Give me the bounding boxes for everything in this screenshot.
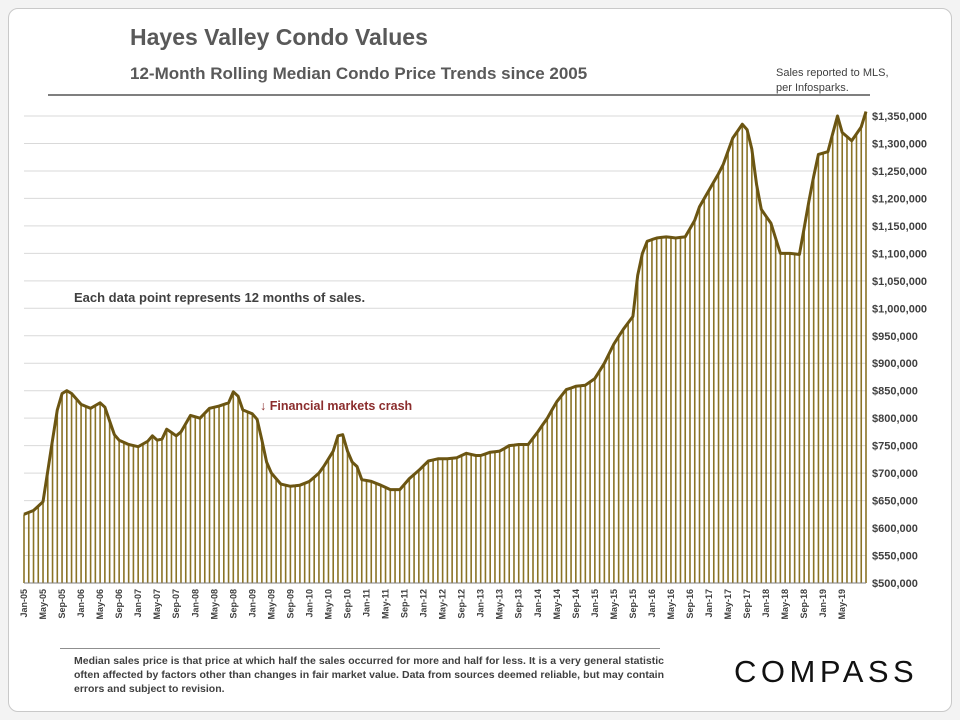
y-tick-label: $1,000,000 [872, 303, 927, 315]
header-divider [48, 94, 870, 96]
x-tick-label: May-17 [723, 589, 733, 620]
data-point-note: Each data point represents 12 months of … [74, 290, 366, 305]
y-tick-label: $550,000 [872, 551, 918, 563]
footer-disclaimer: Median sales price is that price at whic… [74, 655, 664, 695]
x-tick-label: Sep-12 [457, 589, 467, 619]
x-tick-label: Sep-10 [343, 589, 353, 619]
y-tick-label: $1,050,000 [872, 276, 927, 288]
x-tick-label: Jan-08 [190, 589, 200, 618]
x-tick-label: May-12 [438, 589, 448, 620]
x-tick-label: May-14 [552, 589, 562, 620]
x-tick-label: Sep-14 [571, 589, 581, 619]
y-tick-label: $1,100,000 [872, 248, 927, 260]
y-tick-label: $750,000 [872, 441, 918, 453]
source-line-1: Sales reported to MLS, [776, 67, 889, 79]
x-tick-label: Jan-11 [362, 589, 372, 617]
x-tick-label: May-11 [381, 589, 391, 619]
x-tick-label: Sep-13 [514, 589, 524, 619]
x-tick-label: Jan-10 [304, 589, 314, 618]
x-tick-label: May-18 [780, 589, 790, 620]
x-tick-label: May-16 [666, 589, 676, 620]
x-tick-label: Jan-07 [133, 589, 143, 618]
crash-annotation: ↓ Financial markets crash [260, 399, 412, 413]
x-tick-label: Jan-18 [761, 589, 771, 618]
crash-annotation-text: Financial markets crash [269, 399, 413, 413]
y-tick-label: $850,000 [872, 386, 918, 398]
y-tick-label: $650,000 [872, 496, 918, 508]
x-tick-label: Sep-08 [228, 589, 238, 619]
x-tick-label: Sep-06 [114, 589, 124, 619]
x-tick-label: May-07 [152, 589, 162, 620]
x-tick-label: May-13 [495, 589, 505, 620]
x-tick-label: Sep-16 [685, 589, 695, 619]
y-tick-label: $800,000 [872, 413, 918, 425]
x-tick-label: Jan-17 [704, 589, 714, 618]
source-note: Sales reported to MLS, per Infosparks. [776, 66, 889, 96]
x-tick-label: May-05 [38, 589, 48, 620]
x-tick-label: Jan-19 [818, 589, 828, 618]
y-tick-label: $1,200,000 [872, 193, 927, 205]
x-tick-label: May-15 [609, 589, 619, 620]
y-tick-label: $900,000 [872, 358, 918, 370]
y-tick-label: $950,000 [872, 331, 918, 343]
x-tick-label: Jan-09 [247, 589, 257, 618]
x-tick-label: May-10 [324, 589, 334, 620]
x-tick-label: May-09 [266, 589, 276, 620]
x-tick-label: Sep-11 [400, 589, 410, 618]
trend-line [23, 111, 868, 516]
y-tick-label: $500,000 [872, 578, 918, 590]
y-tick-label: $1,150,000 [872, 221, 927, 233]
x-tick-label: Sep-15 [628, 589, 638, 619]
y-tick-label: $1,300,000 [872, 138, 927, 150]
x-tick-label: Jan-14 [533, 589, 543, 618]
x-tick-label: Jan-15 [590, 589, 600, 618]
x-tick-label: Jan-13 [476, 589, 486, 618]
y-tick-label: $700,000 [872, 468, 918, 480]
x-tick-label: Jan-05 [19, 589, 29, 618]
x-tick-label: May-08 [209, 589, 219, 620]
y-tick-label: $600,000 [872, 523, 918, 535]
x-tick-label: Jan-16 [647, 589, 657, 618]
x-tick-label: May-06 [95, 589, 105, 620]
compass-logo: COMPASS [734, 654, 919, 689]
x-tick-label: Jan-12 [419, 589, 429, 618]
x-tick-label: Jan-06 [76, 589, 86, 618]
x-tick-label: May-19 [837, 589, 847, 620]
chart-subtitle: 12-Month Rolling Median Condo Price Tren… [130, 64, 588, 83]
footer-divider [60, 648, 660, 649]
x-tick-label: Sep-17 [742, 589, 752, 619]
source-line-2: per Infosparks. [776, 82, 849, 94]
x-tick-label: Sep-09 [285, 589, 295, 619]
x-tick-label: Sep-18 [799, 589, 809, 619]
x-tick-label: Sep-07 [171, 589, 181, 619]
y-tick-label: $1,250,000 [872, 166, 927, 178]
y-tick-label: $1,350,000 [872, 111, 927, 123]
down-arrow-icon: ↓ [260, 399, 267, 413]
chart-title: Hayes Valley Condo Values [130, 24, 428, 50]
x-tick-label: Sep-05 [57, 589, 67, 619]
